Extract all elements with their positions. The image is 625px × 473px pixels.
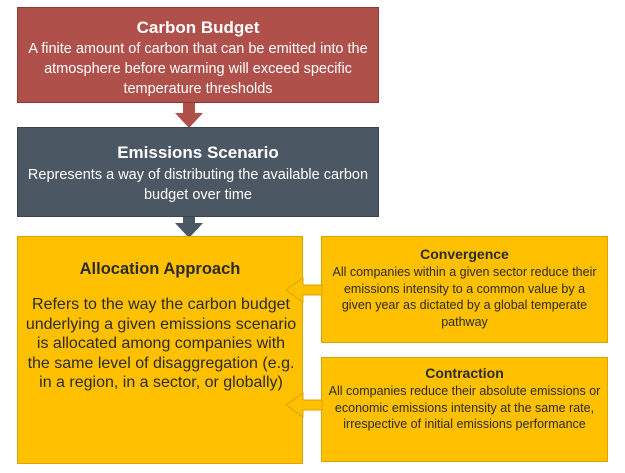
carbon-budget-title: Carbon Budget (136, 18, 260, 37)
carbon-budget-box: Carbon Budget A finite amount of carbon … (17, 7, 379, 103)
allocation-approach-box: Allocation Approach Refers to the way th… (17, 236, 303, 464)
convergence-title: Convergence (420, 246, 509, 262)
contraction-title: Contraction (425, 365, 504, 381)
convergence-box: Convergence All companies within a given… (321, 236, 608, 343)
convergence-description: All companies within a given sector redu… (332, 265, 597, 329)
arrow-scenario-to-allocation (175, 217, 203, 238)
emissions-scenario-title: Emissions Scenario (117, 143, 279, 162)
arrow-contraction-to-allocation (285, 392, 323, 418)
arrow-convergence-to-allocation (285, 277, 323, 303)
emissions-scenario-box: Emissions Scenario Represents a way of d… (17, 127, 379, 217)
emissions-scenario-description: Represents a way of distributing the ava… (27, 167, 369, 203)
carbon-budget-description: A finite amount of carbon that can be em… (28, 41, 368, 97)
allocation-approach-title: Allocation Approach (79, 260, 241, 278)
contraction-description: All companies reduce their absolute emis… (328, 384, 601, 431)
contraction-box: Contraction All companies reduce their a… (321, 357, 608, 462)
arrow-budget-to-scenario (175, 103, 203, 128)
allocation-approach-description: Refers to the way the carbon budget unde… (25, 296, 297, 391)
